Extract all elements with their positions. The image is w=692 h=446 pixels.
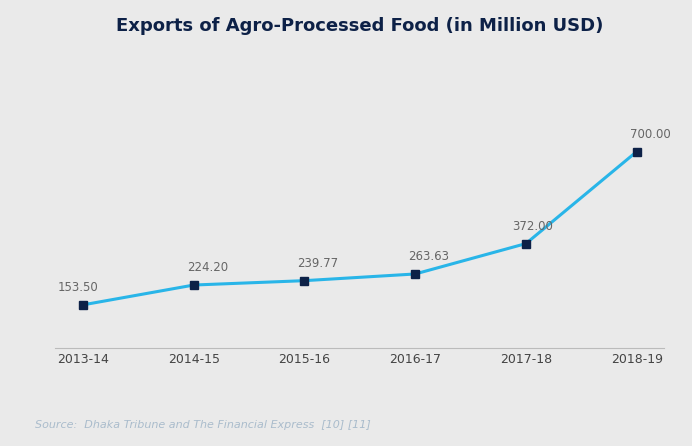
Text: 263.63: 263.63 xyxy=(408,250,449,263)
Text: 239.77: 239.77 xyxy=(298,257,338,270)
Text: 700.00: 700.00 xyxy=(630,128,671,141)
Text: 224.20: 224.20 xyxy=(187,261,228,274)
Text: Source:  Dhaka Tribune and The Financial Express  [10] [11]: Source: Dhaka Tribune and The Financial … xyxy=(35,420,370,430)
Title: Exports of Agro-Processed Food (in Million USD): Exports of Agro-Processed Food (in Milli… xyxy=(116,17,603,35)
Text: 372.00: 372.00 xyxy=(512,220,553,233)
Text: 153.50: 153.50 xyxy=(58,281,99,294)
